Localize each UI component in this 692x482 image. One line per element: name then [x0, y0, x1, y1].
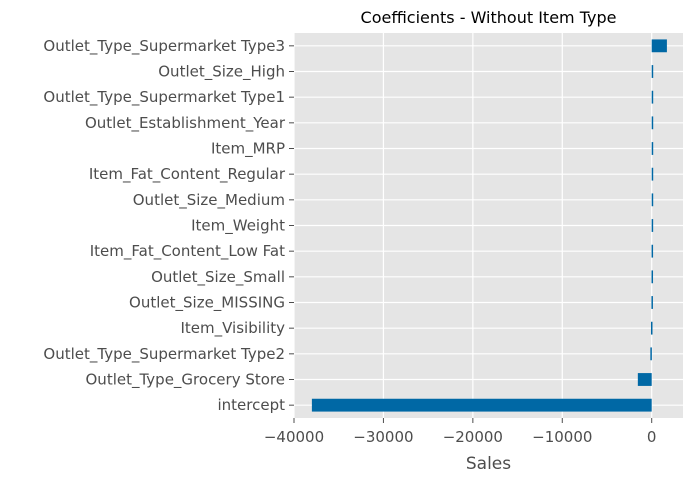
x-tick-label: −40000 [264, 428, 324, 446]
y-tick-label: Outlet_Type_Supermarket Type1 [43, 88, 285, 107]
x-tick-label: −30000 [353, 428, 413, 446]
bar [651, 296, 653, 309]
bar [311, 398, 652, 412]
bar [651, 244, 654, 258]
bar [651, 193, 654, 207]
y-tick-label: Item_Weight [191, 217, 285, 236]
bar [651, 116, 654, 130]
y-tick-label: Outlet_Establishment_Year [85, 114, 286, 133]
y-tick-label: Outlet_Size_Medium [133, 191, 285, 210]
bars [311, 39, 667, 412]
y-tick-label: Item_Fat_Content_Low Fat [90, 242, 285, 261]
y-tick-label: Outlet_Type_Supermarket Type3 [43, 37, 285, 56]
y-tick-label: Item_Fat_Content_Regular [89, 165, 286, 184]
bar [637, 373, 652, 386]
y-tick-label: Outlet_Size_High [158, 63, 285, 82]
y-tick-label: Outlet_Type_Grocery Store [86, 371, 286, 390]
y-tick-labels: Outlet_Type_Supermarket Type3 Outlet_Size… [43, 37, 294, 414]
chart-title: Coefficients - Without Item Type [361, 8, 617, 27]
y-tick-label: Outlet_Type_Supermarket Type2 [43, 345, 285, 364]
bar [650, 321, 653, 335]
x-tick-label: 0 [647, 428, 657, 446]
bar [651, 65, 654, 78]
y-tick-label: intercept [218, 396, 286, 414]
x-axis-label: Sales [466, 454, 511, 474]
y-tick-label: Item_Visibility [180, 319, 285, 338]
x-tick-label: −20000 [443, 428, 503, 446]
y-tick-label: Item_MRP [211, 140, 285, 159]
bar [651, 90, 654, 104]
y-tick-label: Outlet_Size_Small [151, 268, 285, 287]
bar [651, 39, 667, 53]
bar [651, 270, 654, 284]
y-tick-label: Outlet_Size_MISSING [129, 294, 285, 313]
x-tick-labels: −40000 −30000 −20000 −10000 0 [264, 418, 657, 446]
bar [651, 142, 654, 155]
bar [650, 347, 652, 361]
bar [651, 167, 654, 181]
bar [651, 219, 654, 232]
x-tick-label: −10000 [532, 428, 592, 446]
